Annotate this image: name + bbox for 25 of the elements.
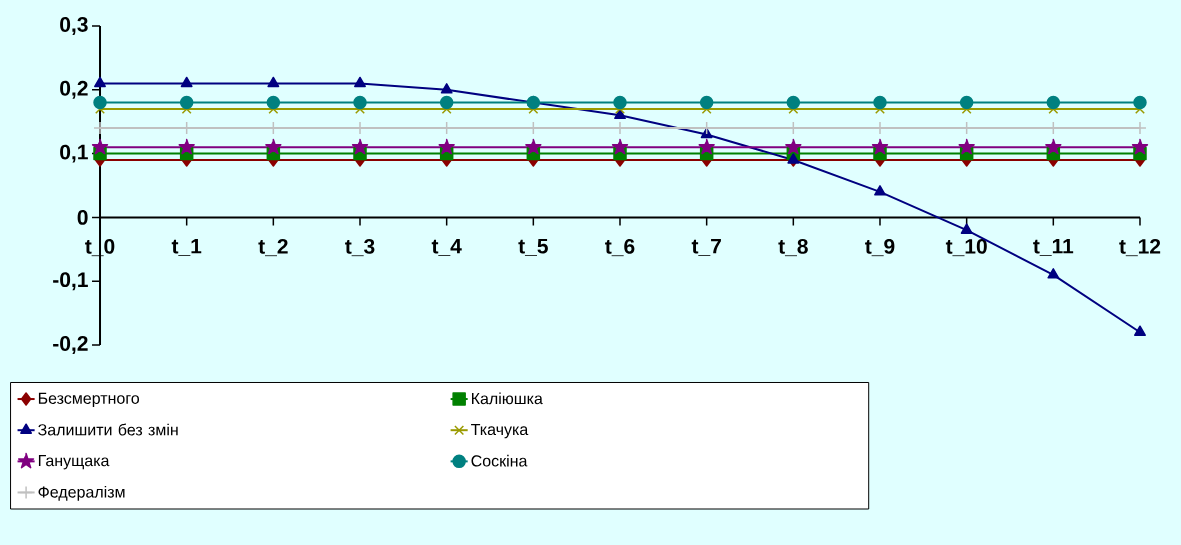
x-tick-label: t_11 [1033, 238, 1074, 256]
x-tick-label: t_6 [605, 238, 635, 257]
y-tick-label: 0,1 [60, 144, 88, 163]
x-tick-label: t_7 [691, 238, 721, 256]
x-tick-label: t_9 [865, 238, 895, 257]
y-tick-label: 0,3 [60, 17, 88, 35]
x-tick-label: t_10 [945, 238, 987, 257]
legend-label: Федералізм [38, 485, 125, 501]
y-tick-label: 0 [77, 209, 88, 225]
x-tick-label: t_2 [258, 238, 288, 257]
legend-label: Соскіна [471, 454, 528, 467]
x-tick-label: t_5 [518, 238, 548, 256]
x-tick-label: t_3 [345, 238, 375, 257]
y-tick-label: -0,1 [53, 272, 88, 291]
x-tick-label: t_12 [1119, 238, 1161, 257]
legend-label: Ткачука [471, 423, 529, 439]
legend-label: Залишити без змін [38, 423, 178, 436]
x-tick-label: t_4 [431, 238, 462, 256]
y-tick-label: 0,2 [60, 80, 88, 99]
legend-label: Ганущака [38, 455, 110, 470]
y-tick-label: -0,2 [53, 336, 88, 354]
x-tick-label: t_1 [171, 238, 202, 256]
legend-label: Безсмертного [38, 392, 140, 408]
legend-label: Каліюшка [472, 392, 543, 405]
x-tick-label: t_8 [778, 238, 808, 257]
